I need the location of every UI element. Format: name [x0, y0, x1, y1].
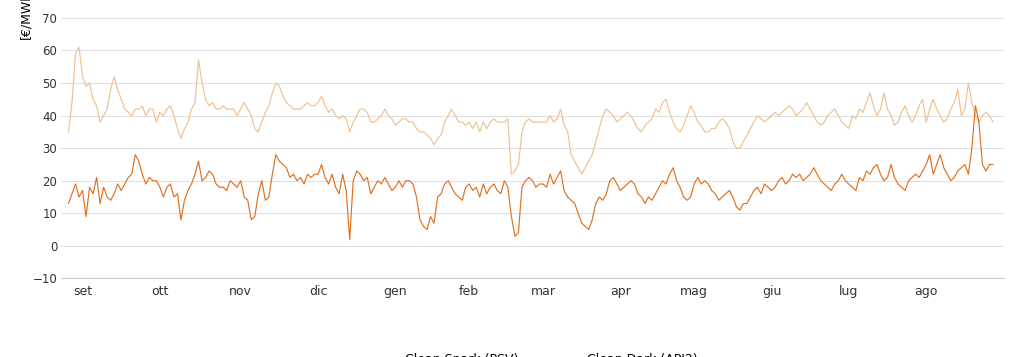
Legend: Clean Spark (PSV), Clean Dark (API2): Clean Spark (PSV), Clean Dark (API2): [362, 348, 702, 357]
Y-axis label: [€/MWh]: [€/MWh]: [19, 0, 32, 39]
